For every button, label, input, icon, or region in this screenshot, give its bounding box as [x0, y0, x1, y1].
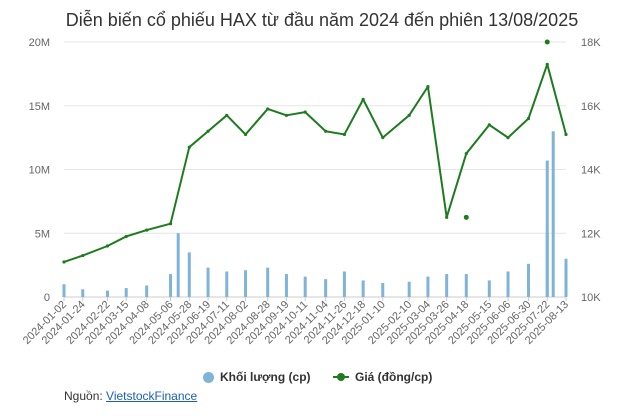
y-left-tick-label: 20M: [29, 37, 50, 49]
legend-price-marker: [333, 373, 349, 381]
axes: 05M10M15M20M10K12K14K16K18K2024-01-02202…: [21, 37, 601, 347]
source-prefix: Nguồn:: [64, 389, 103, 403]
volume-bar: [105, 290, 109, 297]
volume-bar: [206, 267, 210, 297]
price-point: [407, 113, 411, 117]
y-left-tick-label: 5M: [35, 228, 50, 240]
y-left-tick-label: 0: [44, 292, 50, 304]
volume-bar: [381, 282, 385, 297]
price-polyline: [63, 63, 567, 263]
price-point: [526, 116, 531, 121]
volume-bar: [445, 274, 449, 297]
price-point: [324, 129, 328, 133]
source-link[interactable]: VietstockFinance: [106, 389, 198, 403]
volume-bar: [81, 289, 85, 297]
volume-bar: [426, 276, 430, 297]
price-point: [105, 244, 110, 248]
price-highlight-point: [463, 214, 469, 220]
gridlines: [64, 41, 566, 298]
price-point: [564, 132, 568, 137]
volume-bar: [62, 284, 66, 297]
y-left-tick-label: 10M: [29, 165, 50, 177]
legend-item-price[interactable]: Giá (đồng/cp): [333, 370, 432, 384]
chart-title: Diễn biến cổ phiếu HAX từ đầu năm 2024 đ…: [65, 10, 579, 30]
price-highlight-point: [544, 39, 550, 45]
price-point: [168, 222, 173, 226]
volume-bar: [124, 288, 128, 297]
volume-bar: [407, 281, 411, 297]
price-point: [361, 97, 365, 101]
volume-bar: [187, 252, 191, 297]
volume-bar: [244, 270, 248, 297]
volume-bars: [62, 131, 568, 297]
price-point: [545, 62, 549, 66]
price-point: [464, 151, 468, 156]
price-point: [445, 215, 449, 219]
volume-bar: [487, 280, 491, 297]
price-point: [487, 123, 491, 127]
price-point: [426, 85, 430, 89]
volume-bar: [303, 276, 307, 297]
volume-bar: [464, 274, 468, 297]
volume-bar: [225, 271, 229, 297]
legend-item-volume[interactable]: Khối lượng (cp): [203, 370, 311, 384]
y-right-tick-label: 16K: [581, 101, 601, 113]
volume-bar: [324, 279, 328, 297]
y-right-tick-label: 10K: [581, 292, 601, 304]
volume-spike-bar: [176, 233, 180, 297]
legend-price-label: Giá (đồng/cp): [355, 370, 433, 384]
volume-bar: [284, 274, 288, 297]
price-point: [506, 136, 510, 140]
legend: Khối lượng (cp) Giá (đồng/cp): [0, 370, 644, 388]
price-line: [62, 39, 568, 264]
price-point: [81, 253, 85, 258]
price-point: [303, 110, 307, 114]
y-right-tick-label: 14K: [581, 165, 601, 177]
price-point: [187, 145, 191, 149]
volume-bar: [564, 258, 568, 297]
volume-spike-bar: [551, 131, 555, 297]
price-point: [145, 228, 149, 232]
legend-volume-marker: [203, 371, 214, 383]
price-point: [62, 260, 66, 264]
price-point: [206, 129, 210, 133]
price-point: [243, 132, 248, 137]
price-point: [342, 132, 347, 137]
price-point: [381, 136, 385, 140]
source-note: Nguồn: VietstockFinance: [64, 389, 197, 403]
y-right-tick-label: 18K: [581, 37, 601, 49]
volume-bar: [342, 271, 346, 297]
volume-spike-bar: [545, 160, 549, 297]
y-right-tick-label: 12K: [581, 228, 601, 240]
price-point: [266, 107, 270, 111]
volume-bar: [506, 271, 510, 297]
legend-volume-label: Khối lượng (cp): [220, 370, 311, 384]
volume-bar: [266, 267, 270, 297]
y-left-tick-label: 15M: [29, 101, 50, 113]
price-point: [124, 234, 128, 239]
combo-chart: 05M10M15M20M10K12K14K16K18K2024-01-02202…: [21, 37, 601, 347]
price-point: [225, 113, 229, 117]
volume-bar: [361, 280, 365, 297]
price-point: [284, 113, 289, 117]
volume-bar: [169, 274, 173, 297]
volume-bar: [145, 285, 149, 297]
volume-bar: [526, 263, 530, 297]
